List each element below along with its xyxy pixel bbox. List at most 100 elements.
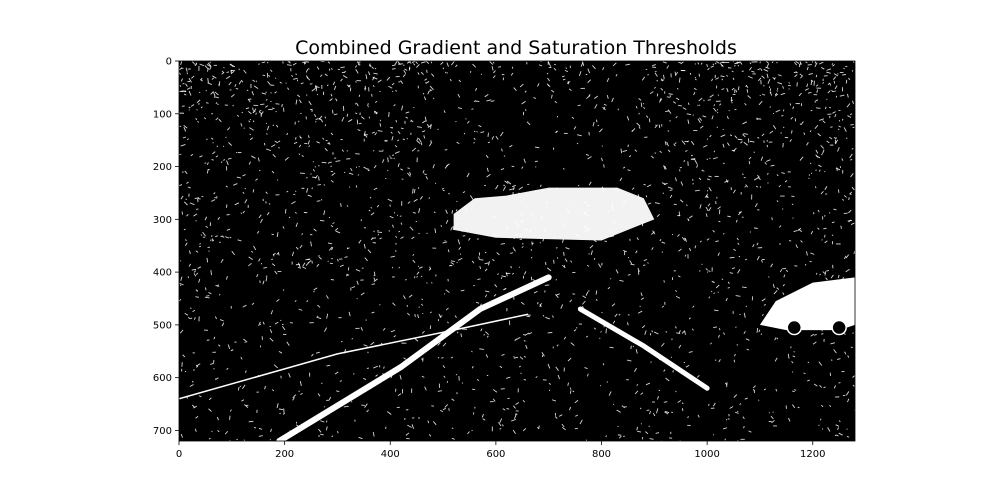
edge-pixel [389,204,391,207]
edge-pixel [234,84,237,87]
edge-pixel [417,187,420,189]
edge-pixel [424,78,428,81]
edge-pixel [356,298,358,300]
edge-pixel [248,120,251,123]
edge-pixel [618,435,622,439]
edge-pixel [372,84,375,88]
edge-pixel [478,256,480,261]
image-background [179,61,855,441]
plot-frame [178,60,856,442]
edge-pixel [833,349,837,354]
edge-pixel [286,341,290,346]
edge-pixel [557,374,560,380]
edge-pixel [827,90,831,94]
edge-pixel [565,247,570,250]
edge-pixel [537,83,540,87]
edge-pixel [287,87,290,90]
edge-pixel [744,397,748,400]
edge-pixel [480,131,485,133]
edge-pixel [374,132,378,136]
edge-pixel [312,168,316,172]
edge-pixel [425,82,427,84]
edge-pixel [732,189,736,194]
edge-pixel [244,404,249,409]
edge-pixel [693,92,696,96]
edge-pixel [835,167,841,171]
edge-pixel [722,143,725,148]
edge-pixel [818,164,822,168]
edge-pixel [575,327,578,329]
edge-pixel [185,198,187,201]
edge-pixel [449,78,452,82]
edge-pixel [537,426,540,430]
edge-pixel [420,61,426,64]
edge-pixel [831,63,834,66]
edge-pixel [848,209,852,214]
edge-pixel [510,265,512,269]
edge-pixel [638,126,641,129]
edge-pixel [255,178,259,181]
edge-pixel [410,119,414,123]
edge-pixel [735,411,739,414]
edge-pixel [270,100,272,103]
edge-pixel [255,112,257,115]
edge-pixel [846,435,850,438]
edge-pixel [379,237,382,240]
edge-pixel [433,211,436,214]
edge-pixel [570,342,575,346]
edge-pixel [274,270,278,275]
edge-pixel [301,155,304,158]
edge-pixel [330,279,335,281]
edge-pixel [852,100,854,104]
edge-pixel [793,351,795,353]
edge-pixel [838,432,843,436]
edge-pixel [377,79,382,83]
edge-pixel [328,142,331,144]
edge-pixel [403,357,407,360]
edge-pixel [213,192,216,195]
edge-pixel [377,130,383,132]
edge-pixel [207,82,212,85]
edge-pixel [230,409,232,412]
edge-pixel [674,71,677,77]
edge-pixel [727,281,730,285]
edge-pixel [807,91,812,94]
edge-pixel [603,103,607,106]
edge-pixel [407,172,411,177]
edge-pixel [837,189,840,193]
edge-pixel [514,414,517,419]
edge-pixel [316,66,320,70]
edge-pixel [790,116,794,120]
edge-pixel [393,157,395,160]
edge-pixel [219,293,221,296]
edge-pixel [404,68,408,71]
edge-pixel [510,252,514,254]
edge-pixel [315,121,317,123]
edge-pixel [407,424,412,428]
edge-pixel [667,186,673,190]
edge-pixel [554,416,558,419]
edge-pixel [810,333,815,337]
edge-pixel [761,298,766,302]
edge-pixel [282,61,284,64]
edge-pixel [202,231,206,237]
edge-pixel [803,132,805,135]
edge-pixel [831,221,835,224]
edge-pixel [730,99,734,102]
edge-pixel [429,311,432,314]
edge-pixel [775,109,781,113]
edge-pixel [355,112,358,115]
x-tick-label: 800 [592,449,611,460]
edge-pixel [480,328,483,332]
edge-pixel [694,159,698,165]
edge-pixel [523,379,527,381]
edge-pixel [483,333,485,336]
edge-pixel [269,337,274,342]
edge-pixel [706,158,709,160]
edge-pixel [193,213,198,217]
edge-pixel [183,201,188,206]
edge-pixel [499,418,503,423]
edge-pixel [678,104,682,107]
edge-pixel [307,259,312,264]
edge-pixel [744,186,746,188]
